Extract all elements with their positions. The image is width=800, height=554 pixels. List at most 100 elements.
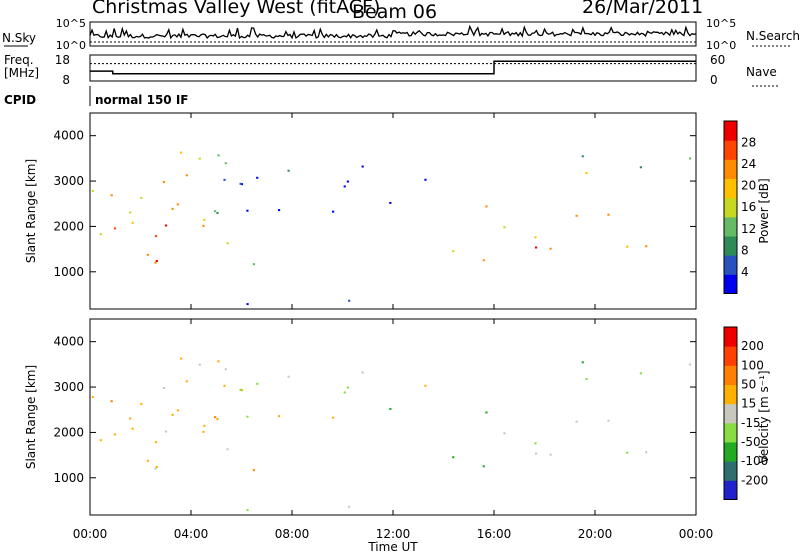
power-colorbar-label: Power [dB] — [757, 178, 771, 243]
noise-right-tick-bottom: 10^0 — [706, 39, 736, 52]
velocity-cell — [224, 368, 227, 371]
x-tick-label: 20:00 — [578, 527, 613, 541]
colorbar-swatch — [724, 159, 737, 179]
power-cell — [154, 235, 158, 238]
power-cell — [361, 165, 364, 168]
power-yticks: 1000 2000 3000 4000 — [53, 129, 696, 279]
colorbar-tick-label: 50 — [741, 377, 756, 391]
power-cell — [154, 261, 157, 264]
colorbar-swatch — [724, 178, 737, 199]
colorbar-tick-label: -15 — [741, 416, 761, 430]
power-cell — [213, 210, 217, 213]
velocity-cell — [534, 452, 538, 455]
velocity-cell — [246, 509, 249, 512]
velocity-cell — [361, 371, 364, 374]
velocity-cell — [154, 467, 157, 470]
power-cell — [129, 211, 132, 214]
freq-label-line2: [MHz] — [4, 66, 39, 80]
velocity-cell — [129, 417, 132, 420]
velocity-cell — [171, 413, 174, 416]
colorbar-swatch — [724, 441, 737, 462]
power-cell — [176, 203, 179, 206]
velocity-cell — [240, 389, 244, 392]
velocity-cell — [332, 416, 335, 419]
freq-tick-bottom: 8 — [62, 73, 70, 87]
velocity-cell — [575, 420, 578, 423]
colorbar-tick-label: 4 — [741, 265, 749, 279]
colorbar-tick-label: 15 — [741, 397, 756, 411]
velocity-cell — [185, 380, 188, 383]
velocity-cell — [639, 372, 643, 375]
velocity-cell — [213, 416, 217, 419]
colorbar-tick-label: 8 — [741, 243, 749, 257]
noise-traces — [89, 24, 697, 43]
colorbar-tick-label: 16 — [741, 200, 756, 214]
colorbar-swatch — [724, 346, 737, 366]
velocity-cell — [239, 388, 242, 391]
colorbar-swatch — [724, 365, 737, 385]
velocity-cell — [607, 419, 610, 422]
power-cell — [239, 182, 242, 185]
y-tick-label: 1000 — [53, 265, 84, 279]
power-cell — [240, 183, 244, 186]
velocity-cell — [277, 415, 281, 418]
power-cell — [226, 242, 229, 245]
velocity-panel: Slant Range [km] 1000 2000 3000 4000 200 100… — [24, 318, 771, 516]
colorbar-swatch — [724, 235, 737, 256]
power-cell — [223, 178, 226, 181]
power-cell — [688, 157, 692, 160]
power-cell — [164, 224, 168, 227]
power-cell — [162, 180, 166, 183]
velocity-cell — [534, 442, 537, 445]
velocity-colorbar-label: Velocity [m s⁻¹] — [757, 370, 771, 463]
y-tick-label: 4000 — [53, 335, 84, 349]
power-cell — [332, 210, 335, 213]
colorbar-swatch — [724, 327, 737, 347]
freq-frame — [89, 54, 697, 82]
noise-left-tick-top: 10^5 — [56, 17, 86, 30]
power-cell — [626, 245, 629, 248]
power-cell — [534, 246, 538, 249]
freq-tick-top: 18 — [55, 53, 70, 67]
y-tick-label: 3000 — [53, 380, 84, 394]
power-cell — [607, 213, 610, 216]
power-cell — [287, 169, 290, 172]
colorbar-swatch — [724, 197, 737, 218]
y-tick-label: 3000 — [53, 174, 84, 188]
velocity-cell — [162, 386, 166, 389]
velocity-cell — [217, 360, 220, 363]
velocity-cell — [216, 418, 219, 421]
power-cell — [389, 201, 392, 204]
velocity-cell — [346, 386, 349, 389]
power-cell — [203, 218, 206, 221]
x-tick-label: 00:00 — [73, 527, 108, 541]
colorbar-swatch — [724, 274, 737, 294]
x-tick-label: 00:00 — [679, 527, 714, 541]
power-cell — [348, 299, 351, 302]
x-tick-label: 16:00 — [477, 527, 512, 541]
velocity-cell — [155, 465, 158, 468]
colorbar-tick-label: 100 — [741, 358, 764, 372]
colorbar-swatch — [724, 255, 737, 275]
velocity-cell — [203, 424, 206, 427]
power-cell — [252, 263, 255, 266]
velocity-cell — [581, 361, 584, 364]
velocity-cell — [503, 432, 506, 435]
power-cell — [99, 233, 102, 236]
x-axis-ticks: 00:00 04:00 08:00 12:00 16:00 20:00 00:00 — [73, 113, 714, 541]
colorbar-tick-label: 12 — [741, 222, 756, 236]
cpid-label: CPID — [4, 93, 36, 107]
velocity-cell — [223, 384, 226, 387]
noise-panel: N.Sky 10^5 10^0 10^5 10^0 N.Search — [2, 17, 800, 52]
power-cell — [549, 247, 552, 250]
velocity-colorbar: 200 100 50 15 -15 -50 -100 -200 — [723, 326, 768, 500]
power-cell — [639, 166, 643, 169]
velocity-cell — [246, 415, 249, 418]
velocity-cell — [549, 453, 552, 456]
y-tick-label: 4000 — [53, 129, 84, 143]
power-cell — [424, 178, 427, 181]
velocity-cell — [176, 409, 179, 412]
nave-label: Nave — [746, 65, 777, 79]
colorbar-tick-label: 24 — [741, 157, 756, 171]
colorbar-tick-label: 200 — [741, 339, 764, 353]
